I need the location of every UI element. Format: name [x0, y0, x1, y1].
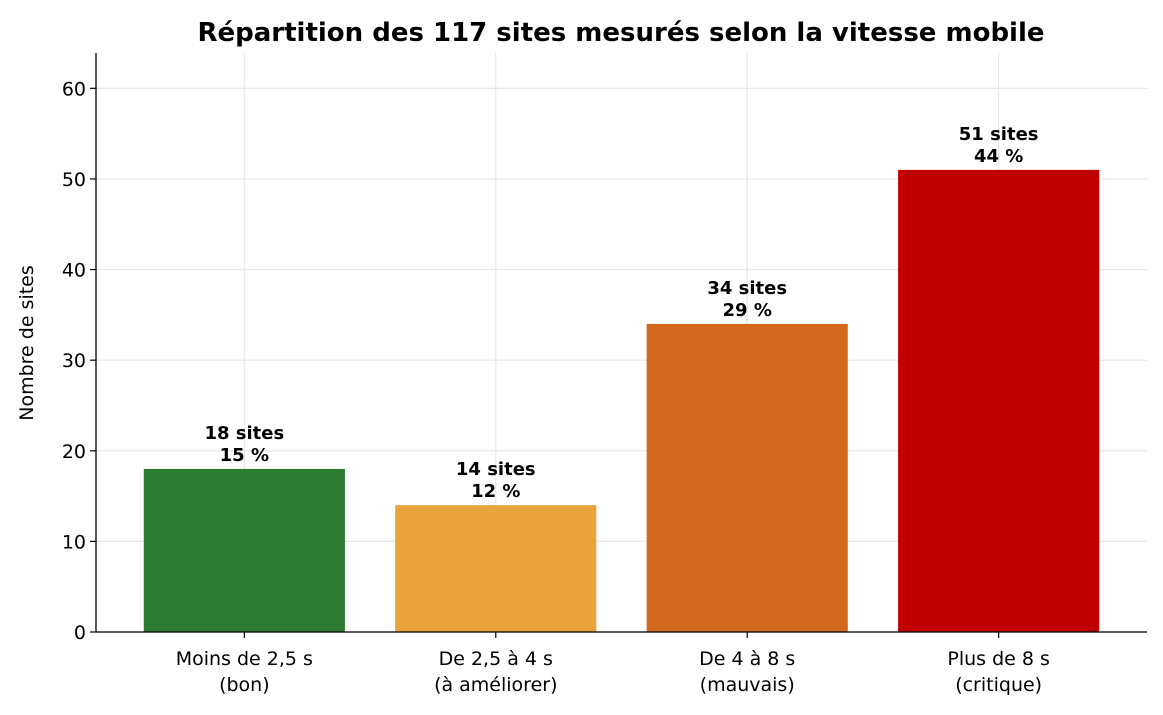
value-label: 18 sites 15 %: [204, 423, 284, 466]
y-tick-label: 0: [74, 622, 86, 644]
x-tick-label: Moins de 2,5 s (bon): [176, 648, 313, 696]
value-label: 14 sites 12 %: [456, 459, 536, 502]
y-tick-label: 60: [62, 78, 86, 100]
y-tick-label: 20: [62, 441, 86, 463]
x-tick-label: De 4 à 8 s (mauvais): [699, 648, 795, 696]
value-label: 51 sites 44 %: [959, 124, 1039, 167]
y-tick-label: 50: [62, 169, 86, 191]
bar: [143, 468, 345, 632]
y-tick-label: 30: [62, 350, 86, 372]
value-label: 34 sites 29 %: [707, 278, 787, 321]
bar: [646, 323, 848, 632]
x-tick-label: De 2,5 à 4 s (à améliorer): [434, 648, 557, 696]
bars: [143, 169, 1100, 632]
y-axis-label: Nombre de sites: [16, 265, 38, 421]
chart-title: Répartition des 117 sites mesurés selon …: [197, 18, 1044, 48]
bar: [898, 169, 1100, 632]
x-tick-label: Plus de 8 s (critique): [947, 648, 1050, 696]
y-tick-label: 40: [62, 260, 86, 282]
bar: [395, 505, 597, 632]
y-tick-label: 10: [62, 531, 86, 553]
